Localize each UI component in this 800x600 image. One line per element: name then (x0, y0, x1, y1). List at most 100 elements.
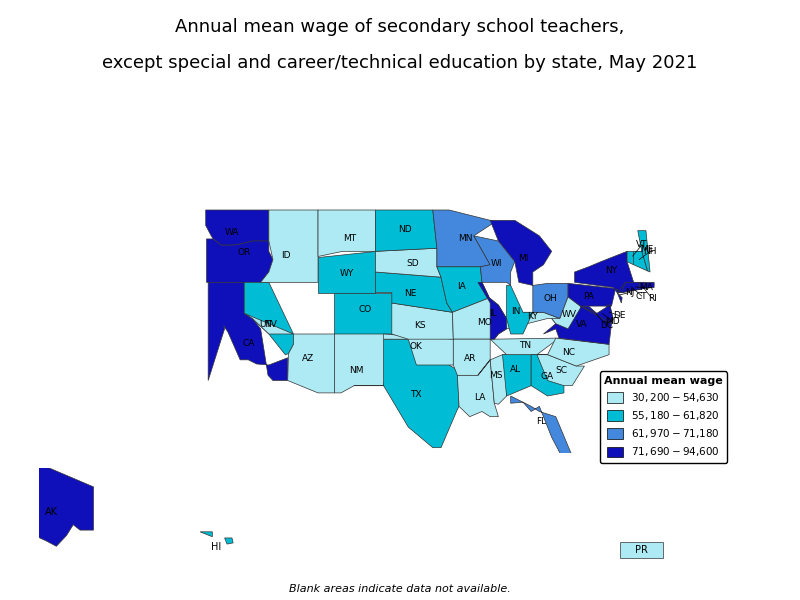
Text: TN: TN (518, 341, 531, 350)
Polygon shape (318, 210, 375, 257)
Text: KY: KY (527, 313, 538, 322)
Text: NC: NC (562, 348, 575, 357)
Text: CA: CA (242, 339, 254, 348)
Polygon shape (639, 283, 644, 290)
Text: OK: OK (410, 343, 423, 352)
Polygon shape (375, 248, 441, 277)
Text: MD: MD (606, 317, 620, 326)
Polygon shape (580, 305, 613, 323)
Polygon shape (261, 210, 318, 283)
Polygon shape (206, 239, 273, 283)
Polygon shape (634, 251, 647, 271)
Text: IN: IN (511, 307, 521, 316)
Text: NY: NY (606, 266, 618, 275)
Text: WV: WV (562, 310, 577, 319)
Polygon shape (574, 251, 634, 293)
Polygon shape (244, 283, 294, 355)
Text: GA: GA (541, 372, 554, 381)
Polygon shape (498, 305, 560, 329)
Text: LA: LA (474, 394, 486, 403)
Polygon shape (334, 334, 392, 393)
Text: UT: UT (259, 320, 270, 329)
Polygon shape (2, 466, 94, 546)
Text: SD: SD (407, 259, 419, 268)
Text: NV: NV (265, 320, 278, 329)
Text: PR: PR (635, 545, 648, 555)
Polygon shape (510, 396, 572, 458)
Polygon shape (206, 210, 269, 245)
Text: IL: IL (490, 308, 497, 317)
Text: MT: MT (343, 234, 356, 243)
Polygon shape (531, 355, 564, 396)
Polygon shape (334, 293, 392, 334)
Polygon shape (225, 538, 233, 544)
Text: SC: SC (555, 366, 567, 375)
Polygon shape (255, 555, 267, 570)
Text: DC: DC (600, 321, 614, 330)
Polygon shape (288, 334, 334, 393)
Polygon shape (478, 283, 506, 339)
Polygon shape (543, 306, 611, 344)
Text: NH: NH (642, 247, 656, 256)
Legend: $30,200 - $54,630, $55,180 - $61,820, $61,970 - $71,180, $71,690 - $94,600: $30,200 - $54,630, $55,180 - $61,820, $6… (600, 371, 727, 463)
Polygon shape (458, 360, 498, 416)
Polygon shape (537, 338, 609, 366)
Text: AR: AR (464, 355, 477, 364)
Polygon shape (552, 297, 580, 329)
Text: NE: NE (405, 289, 417, 298)
Polygon shape (375, 210, 437, 251)
Text: AL: AL (510, 365, 521, 374)
Text: IA: IA (457, 282, 466, 291)
Text: ME: ME (640, 245, 654, 254)
Polygon shape (616, 289, 622, 303)
Polygon shape (490, 220, 552, 286)
Polygon shape (568, 283, 616, 306)
Polygon shape (618, 283, 654, 293)
Polygon shape (453, 298, 506, 339)
Polygon shape (490, 338, 559, 355)
Polygon shape (638, 230, 650, 272)
Text: HI: HI (211, 542, 221, 551)
Text: FL: FL (536, 417, 546, 426)
Polygon shape (354, 339, 459, 448)
Text: MA: MA (639, 283, 653, 292)
Text: MS: MS (489, 371, 502, 380)
Text: NJ: NJ (625, 288, 634, 297)
Polygon shape (200, 532, 212, 537)
Polygon shape (208, 283, 288, 380)
Text: WI: WI (490, 259, 502, 268)
Text: Blank areas indicate data not available.: Blank areas indicate data not available. (289, 584, 511, 594)
Text: Annual mean wage of secondary school teachers,: Annual mean wage of secondary school tea… (175, 18, 625, 36)
Text: PA: PA (583, 292, 594, 301)
Polygon shape (375, 272, 453, 312)
Text: VT: VT (636, 240, 648, 249)
Polygon shape (437, 267, 490, 312)
Text: RI: RI (648, 294, 657, 303)
Text: TX: TX (410, 391, 421, 400)
Polygon shape (606, 305, 613, 320)
Text: CT: CT (636, 292, 647, 301)
Text: VA: VA (576, 320, 587, 329)
Text: CO: CO (359, 305, 372, 314)
Polygon shape (533, 283, 568, 319)
Polygon shape (627, 251, 642, 265)
Text: except special and career/technical education by state, May 2021: except special and career/technical educ… (102, 54, 698, 72)
Text: WY: WY (339, 269, 354, 278)
Polygon shape (506, 286, 533, 334)
Polygon shape (474, 236, 514, 286)
Text: MI: MI (518, 254, 529, 263)
Text: ND: ND (398, 226, 412, 235)
Polygon shape (454, 339, 490, 376)
Text: AK: AK (45, 508, 58, 517)
Polygon shape (433, 210, 494, 267)
Text: OH: OH (543, 295, 558, 304)
Polygon shape (251, 548, 260, 553)
Polygon shape (596, 313, 598, 316)
Text: OR: OR (238, 248, 250, 257)
Polygon shape (478, 355, 506, 404)
Polygon shape (384, 334, 454, 365)
Polygon shape (318, 251, 375, 293)
Polygon shape (620, 542, 663, 557)
Text: DE: DE (613, 311, 626, 320)
Polygon shape (622, 283, 639, 293)
